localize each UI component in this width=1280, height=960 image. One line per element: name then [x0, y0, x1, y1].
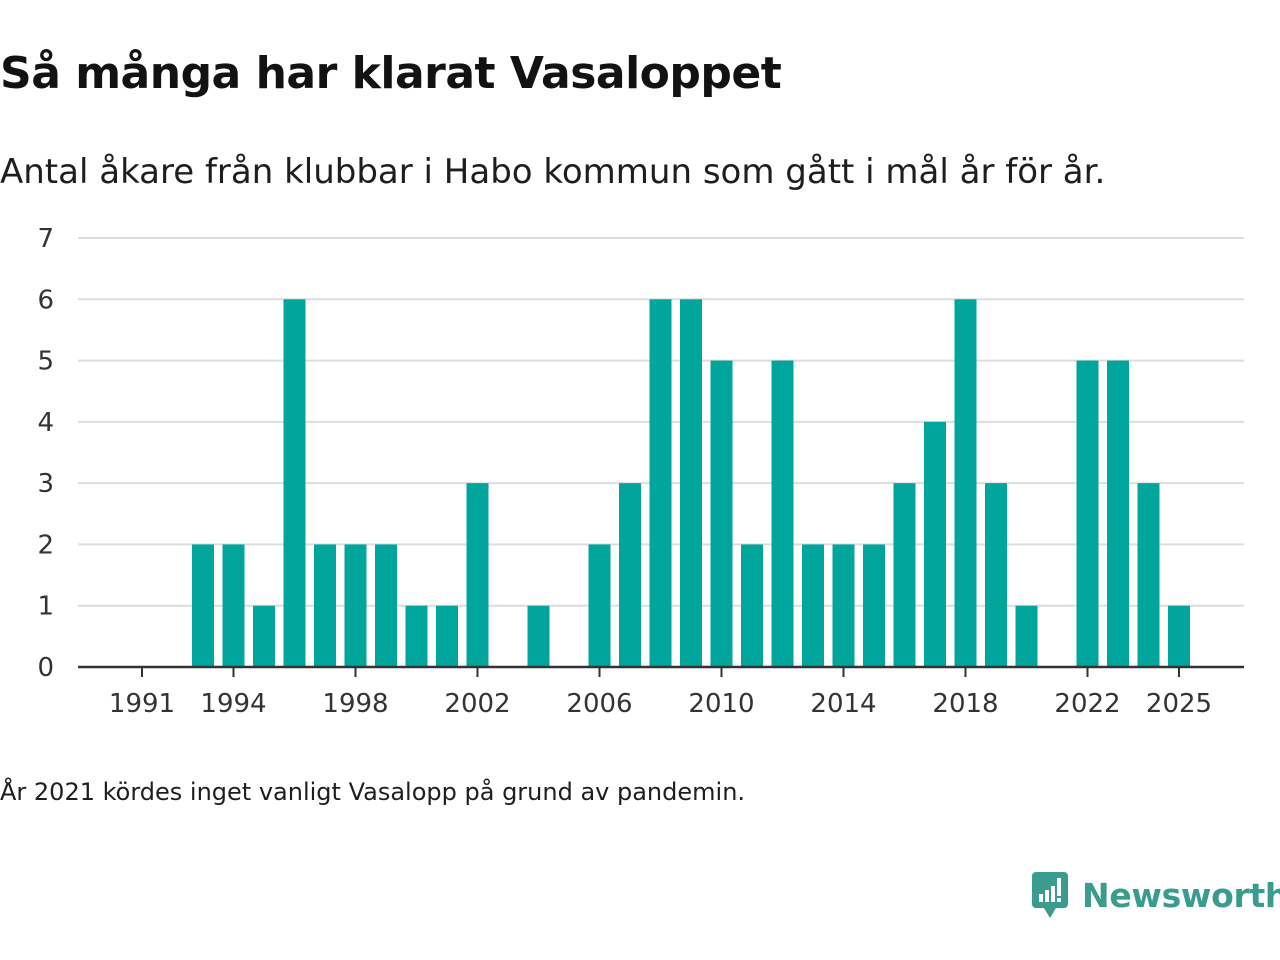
footnote: År 2021 kördes inget vanligt Vasalopp på…	[0, 778, 746, 806]
y-tick-label: 5	[37, 347, 54, 377]
bar-2015	[863, 544, 885, 667]
bar-2024	[1137, 483, 1160, 667]
bar-2023	[1107, 360, 1129, 667]
bar-2001	[436, 605, 458, 667]
x-tick-label: 2022	[1054, 689, 1120, 719]
y-tick-label: 2	[37, 530, 54, 560]
y-tick-label: 7	[37, 224, 54, 254]
bar-chart: 0 1 2 3 4 5 6 7 1991 1994 1998 2002 2006 2010 2014 201…	[37, 224, 1244, 719]
bar-1994	[222, 544, 245, 667]
bar-2013	[802, 544, 824, 667]
x-tick-label: 1994	[200, 689, 266, 719]
brand-logo[interactable]: Newsworthy	[1030, 870, 1280, 920]
y-axis-ticks: 0 1 2 3 4 5 6 7	[37, 224, 54, 683]
bar-2008	[649, 299, 672, 667]
bar-2009	[680, 299, 702, 667]
bar-1998	[344, 544, 367, 667]
bar-2017	[924, 421, 946, 667]
x-tick-label: 1998	[322, 689, 388, 719]
x-tick-label: 2006	[566, 689, 632, 719]
bar-1996	[283, 299, 306, 667]
bar-1999	[375, 544, 397, 667]
bar-2011	[741, 544, 763, 667]
x-tick-label: 2010	[688, 689, 754, 719]
x-axis-ticks: 1991 1994 1998 2002 2006 2010 2014 2018 2022 2025	[109, 667, 1212, 719]
bar-1997	[314, 544, 336, 667]
bar-2019	[985, 483, 1007, 667]
brand-name: Newsworthy	[1082, 875, 1280, 915]
chart-title: Så många har klarat Vasaloppet	[0, 48, 782, 99]
x-tick-label: 2002	[444, 689, 510, 719]
bar-2018	[954, 299, 977, 667]
bar-2007	[619, 483, 641, 667]
chart-subtitle: Antal åkare från klubbar i Habo kommun s…	[0, 152, 1106, 192]
bars	[192, 299, 1190, 667]
bar-1993	[192, 544, 214, 667]
bar-2012	[771, 360, 794, 667]
bar-2002	[466, 483, 489, 667]
bar-2020	[1015, 605, 1038, 667]
x-tick-label: 2025	[1146, 689, 1212, 719]
bar-1995	[253, 605, 275, 667]
x-tick-label: 1991	[109, 689, 175, 719]
newsworthy-logo-icon	[1032, 872, 1068, 918]
bar-2022	[1076, 360, 1099, 667]
bar-2014	[832, 544, 855, 667]
bar-2000	[405, 605, 428, 667]
y-tick-label: 0	[37, 653, 54, 683]
bar-2025	[1168, 605, 1190, 667]
bar-2006	[588, 544, 611, 667]
y-tick-label: 3	[37, 469, 54, 499]
x-tick-label: 2014	[810, 689, 876, 719]
bar-2004	[527, 605, 550, 667]
bar-2010	[710, 360, 733, 667]
y-tick-label: 4	[37, 408, 54, 438]
x-tick-label: 2018	[932, 689, 998, 719]
y-tick-label: 6	[37, 285, 54, 315]
bar-2016	[893, 483, 916, 667]
y-tick-label: 1	[37, 592, 54, 622]
